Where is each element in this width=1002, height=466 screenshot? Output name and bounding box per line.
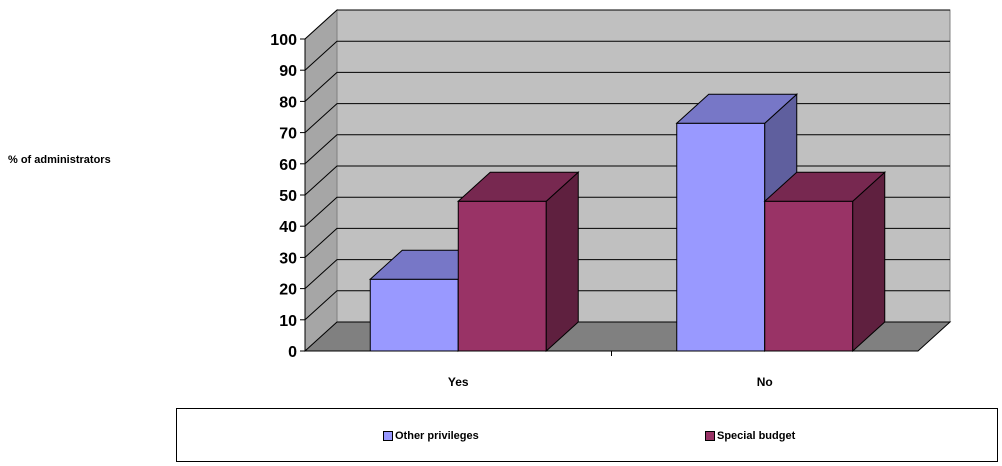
- y-tick-label-30: 30: [279, 250, 297, 267]
- y-tick-label-10: 10: [279, 313, 297, 330]
- bar-special-budget-no: [763, 171, 887, 353]
- x-category-labels: Yes No: [448, 375, 773, 389]
- y-tick-labels: 0 10 20 30 40 50 60 70 80 90 100: [270, 32, 297, 361]
- legend: Other privileges Special budget: [176, 408, 998, 462]
- legend-swatch-special-budget: [705, 431, 715, 441]
- y-axis-label: % of administrators: [8, 154, 111, 166]
- gridline-80: [304, 71, 950, 102]
- bar-front-other-privileges-yes: [369, 278, 459, 352]
- bar-top-other-privileges-no: [675, 93, 799, 124]
- y-tick-label-0: 0: [288, 344, 297, 361]
- gridline-100: [304, 9, 950, 40]
- gridline-90: [304, 40, 950, 71]
- bar-side-special-budget-yes: [545, 171, 579, 353]
- bar-special-budget-yes: [456, 171, 580, 353]
- y-tick-label-70: 70: [279, 126, 297, 143]
- bar-front-special-budget-no: [764, 200, 854, 352]
- legend-swatch-other-privileges: [383, 431, 393, 441]
- y-tick-label-100: 100: [270, 32, 297, 49]
- bar-top-special-budget-yes: [456, 171, 580, 202]
- y-tick-label-90: 90: [279, 63, 297, 80]
- y-tick-label-50: 50: [279, 188, 297, 205]
- legend-item-other-privileges: Other privileges: [383, 430, 479, 442]
- bar-chart: 0 10 20 30 40 50 60 70 80 90 100 Yes No: [270, 8, 952, 389]
- legend-label-other-privileges: Other privileges: [395, 430, 479, 442]
- bar-front-special-budget-yes: [457, 200, 547, 352]
- y-tick-label-40: 40: [279, 219, 297, 236]
- y-tick-label-60: 60: [279, 157, 297, 174]
- legend-label-special-budget: Special budget: [717, 430, 796, 442]
- bar-front-other-privileges-no: [676, 122, 766, 352]
- bar-top-special-budget-no: [763, 171, 887, 202]
- y-tick-label-20: 20: [279, 282, 297, 299]
- x-category-label-no: No: [757, 375, 773, 389]
- y-tick-label-80: 80: [279, 94, 297, 111]
- x-category-label-yes: Yes: [448, 375, 469, 389]
- bars: [368, 93, 887, 353]
- legend-item-special-budget: Special budget: [705, 430, 795, 442]
- bar-side-special-budget-no: [852, 171, 886, 353]
